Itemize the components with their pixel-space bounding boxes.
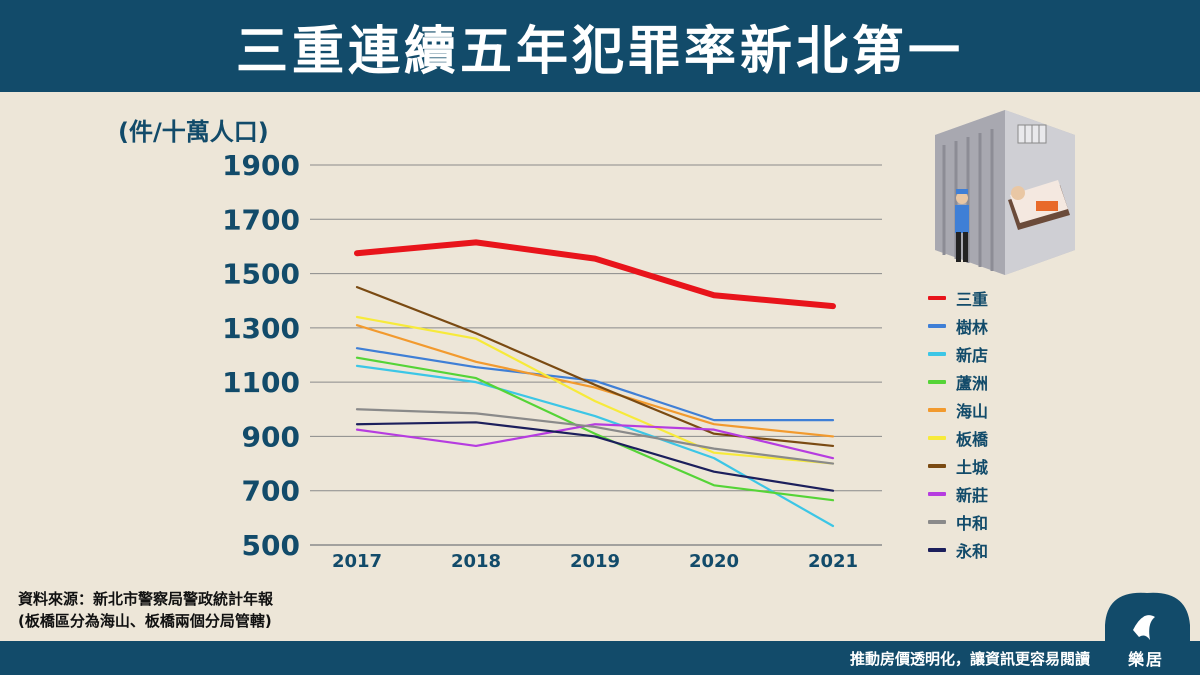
y-tick-label: 1900 [222, 149, 300, 182]
chart-legend: 三重樹林新店蘆洲海山板橋土城新莊中和永和 [928, 284, 1048, 564]
series-line-蘆洲 [355, 356, 835, 502]
page-title: 三重連續五年犯罪率新北第一 [235, 21, 964, 82]
header-bar: 三重連續五年犯罪率新北第一 [0, 0, 1200, 92]
x-tick-label: 2021 [808, 551, 858, 572]
series-line-三重 [354, 239, 836, 310]
legend-swatch [928, 548, 946, 552]
legend-item: 新莊 [928, 480, 1048, 508]
series-line-新店 [355, 364, 835, 528]
series-line-永和 [355, 421, 835, 492]
legend-swatch [928, 436, 946, 440]
legend-item: 蘆洲 [928, 368, 1048, 396]
brand-logo-text: 樂居 [1128, 650, 1165, 669]
brand-logo-icon [1105, 592, 1190, 675]
y-tick-label: 1100 [222, 366, 300, 399]
legend-label: 中和 [956, 514, 989, 533]
x-tick-label: 2018 [451, 551, 501, 572]
legend-label: 新店 [956, 346, 989, 365]
series-line-土城 [355, 286, 835, 448]
legend-swatch [928, 324, 946, 328]
x-tick-label: 2017 [332, 551, 382, 572]
y-tick-label: 1300 [222, 312, 300, 345]
legend-label: 永和 [956, 542, 989, 561]
footer-bar: 推動房價透明化，讓資訊更容易閱讀 [0, 641, 1200, 675]
legend-label: 三重 [956, 290, 989, 309]
legend-label: 新莊 [956, 486, 989, 505]
legend-item: 樹林 [928, 312, 1048, 340]
legend-item: 永和 [928, 536, 1048, 564]
jail-cell-illustration [935, 110, 1075, 275]
series-line-樹林 [355, 347, 835, 422]
series-line-中和 [355, 408, 835, 465]
x-tick-label: 2020 [689, 551, 739, 572]
y-tick-label: 700 [242, 475, 300, 508]
y-tick-label: 900 [242, 420, 300, 453]
legend-item: 中和 [928, 508, 1048, 536]
legend-item: 土城 [928, 452, 1048, 480]
y-tick-label: 1500 [222, 258, 300, 291]
source-line-1: 資料來源：新北市警察局警政統計年報 [18, 590, 274, 608]
legend-swatch [928, 464, 946, 468]
x-tick-label: 2019 [570, 551, 620, 572]
series-line-新莊 [355, 423, 835, 460]
legend-item: 海山 [928, 396, 1048, 424]
legend-swatch [928, 492, 946, 496]
legend-swatch [928, 380, 946, 384]
legend-swatch [928, 296, 946, 300]
legend-swatch [928, 352, 946, 356]
series-line-板橋 [355, 315, 835, 465]
legend-swatch [928, 408, 946, 412]
y-tick-label: 500 [242, 529, 300, 562]
legend-label: 海山 [956, 402, 989, 421]
line-chart: 1900 1700 1500 1300 1100 900 700 500 2017 2018 201… [222, 149, 882, 572]
source-line-2: (板橋區分為海山、板橋兩個分局管轄) [18, 612, 272, 630]
legend-swatch [928, 520, 946, 524]
footer-slogan: 推動房價透明化，讓資訊更容易閱讀 [849, 650, 1090, 668]
legend-label: 樹林 [956, 318, 989, 337]
legend-item: 板橋 [928, 424, 1048, 452]
source-note: 資料來源：新北市警察局警政統計年報 (板橋區分為海山、板橋兩個分局管轄) [18, 588, 273, 632]
series-line-海山 [355, 324, 835, 438]
legend-item: 新店 [928, 340, 1048, 368]
legend-label: 板橋 [956, 430, 989, 449]
y-tick-label: 1700 [222, 203, 300, 236]
legend-label: 蘆洲 [956, 374, 989, 393]
legend-item: 三重 [928, 284, 1048, 312]
y-axis-unit-label: (件/十萬人口) [118, 118, 269, 146]
legend-label: 土城 [956, 458, 989, 477]
